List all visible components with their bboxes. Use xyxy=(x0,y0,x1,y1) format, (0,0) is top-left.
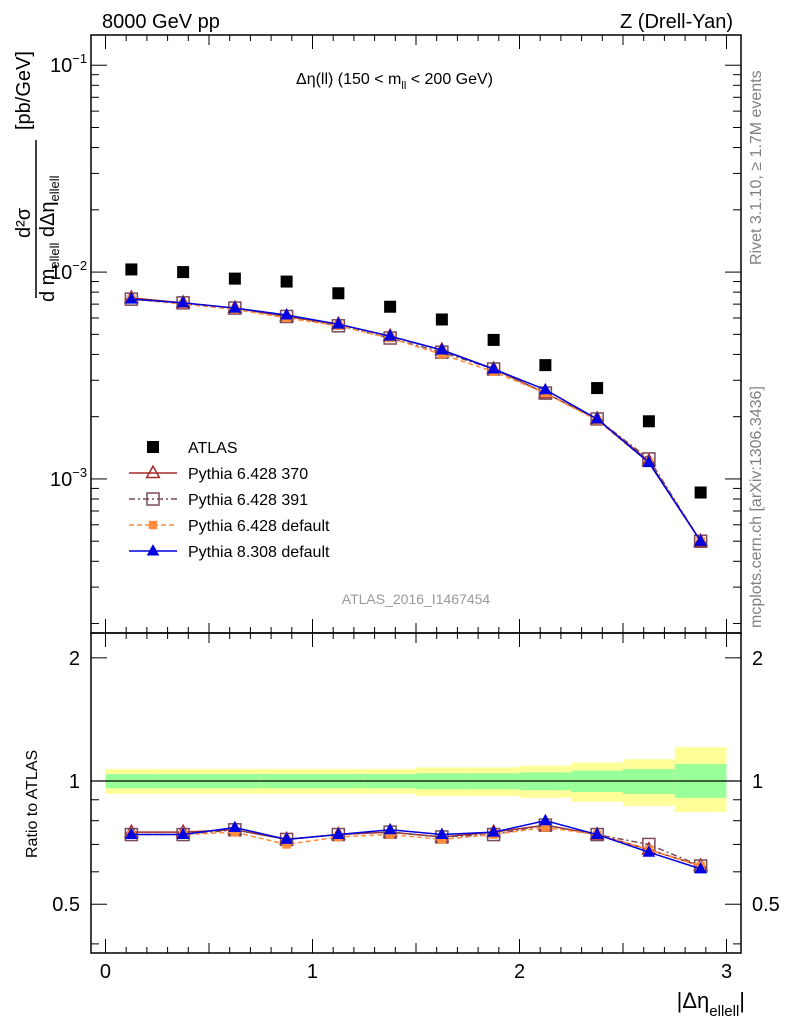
ratio-point-4 xyxy=(539,813,552,826)
svg-text:d mellell dΔηellell: d mellell dΔηellell xyxy=(37,175,62,302)
legend-marker-0 xyxy=(147,441,159,453)
ratio-point-4 xyxy=(125,827,138,840)
atlas-point xyxy=(384,300,397,313)
mc-point-4 xyxy=(694,534,707,546)
ratio-point-3 xyxy=(230,827,240,837)
ratio-uncertainty-bands xyxy=(91,747,741,813)
atlas-point xyxy=(487,333,500,346)
ratio-point-4 xyxy=(280,832,293,844)
atlas-point xyxy=(228,272,241,285)
legend-label-3: Pythia 6.428 default xyxy=(188,518,330,535)
y-tick-exp: −3 xyxy=(72,465,87,480)
mc-point-4 xyxy=(383,329,397,341)
y-tick-label: 10−3 xyxy=(50,465,87,491)
ratio-y-tick-label: 1 xyxy=(69,771,80,793)
atlas-point xyxy=(125,263,138,276)
ratio-y-tick-label-right: 1 xyxy=(752,771,763,793)
ratio-point-3 xyxy=(385,830,395,839)
svg-text:d²σ: d²σ xyxy=(13,207,35,238)
legend-label-1: Pythia 6.428 370 xyxy=(188,466,308,483)
mc-point-4 xyxy=(176,295,190,308)
ratio-point-4 xyxy=(694,861,707,874)
ratio-y-tick-label: 2 xyxy=(69,648,80,670)
svg-text:[pb/GeV]: [pb/GeV] xyxy=(13,51,35,130)
atlas-point xyxy=(539,359,552,372)
rivet-label: Rivet 3.1.10, ≥ 1.7M events xyxy=(748,70,765,265)
atlas-point xyxy=(435,313,448,326)
mc-point-4 xyxy=(590,412,604,424)
legend: ATLAS Pythia 6.428 370 Pythia 6.428 391 Pyt… xyxy=(129,440,330,561)
atlas-point xyxy=(642,415,655,428)
y-tick-base: 10 xyxy=(50,262,72,284)
ratio-point-3 xyxy=(437,835,447,844)
ratio-point-3 xyxy=(282,840,291,849)
ratio-point-3 xyxy=(541,823,550,832)
mc-point-4 xyxy=(487,362,500,374)
legend-label-0: ATLAS xyxy=(188,440,238,457)
y-tick-base: 10 xyxy=(50,469,72,491)
y-tick-exp: −1 xyxy=(72,51,87,66)
y-tick-exp: −2 xyxy=(72,258,87,273)
mc-point-4 xyxy=(435,343,449,355)
plot-title: Δη(ll) (150 < mll < 200 GeV) xyxy=(296,71,493,92)
legend-label-4: Pythia 8.308 default xyxy=(188,544,330,561)
atlas-point xyxy=(591,382,604,395)
analysis-watermark: ATLAS_2016_I1467454 xyxy=(342,591,491,607)
mc-point-4 xyxy=(642,455,656,468)
ratio-point-4 xyxy=(487,825,500,837)
ratio-y-tick-label-right: 0.5 xyxy=(752,894,780,916)
ratio-line-3 xyxy=(131,826,701,867)
mc-point-4 xyxy=(125,292,138,304)
ratio-point-4 xyxy=(228,820,242,832)
ratio-y-tick-label: 0.5 xyxy=(52,894,80,916)
y-axis-label: [pb/GeV] d²σ d mellell dΔηellell xyxy=(13,51,62,302)
ratio-line-2 xyxy=(131,824,701,867)
header-left: 8000 GeV pp xyxy=(102,11,220,33)
atlas-point xyxy=(280,275,293,288)
axes: 0 1 2 310−110−210−32 21 10.5 0.5 xyxy=(50,34,780,983)
atlas-point xyxy=(177,266,190,279)
x-tick-label: 1 xyxy=(307,961,318,983)
x-tick-label: 2 xyxy=(514,961,525,983)
legend-marker-4 xyxy=(146,544,160,556)
ratio-point-4 xyxy=(590,827,604,840)
legend-marker-3 xyxy=(148,520,158,530)
ratio-point-4 xyxy=(435,827,449,840)
ratio-line-4 xyxy=(131,819,701,870)
ratio-point-4 xyxy=(383,822,397,835)
y-tick-base: 10 xyxy=(50,55,72,77)
data-marks xyxy=(123,263,709,874)
y-tick-label: 10−1 xyxy=(50,51,87,77)
x-axis-label: |Δηellell| xyxy=(677,988,745,1020)
mc-point-4 xyxy=(228,301,242,313)
header-right: Z (Drell-Yan) xyxy=(620,11,733,33)
legend-marker-2 xyxy=(146,492,160,506)
x-tick-label: 0 xyxy=(100,961,111,983)
legend-label-2: Pythia 6.428 391 xyxy=(188,492,308,509)
y-tick-label: 10−2 xyxy=(50,258,87,284)
ratio-y-tick-label-right: 2 xyxy=(752,648,763,670)
ratio-point-4 xyxy=(332,827,345,840)
atlas-point xyxy=(332,287,345,300)
mc-point-4 xyxy=(280,308,293,320)
series-line-4 xyxy=(131,298,702,542)
ratio-y-label: Ratio to ATLAS xyxy=(24,750,41,858)
legend-marker-1 xyxy=(145,464,161,479)
mc-point-4 xyxy=(539,382,552,395)
series-line-3 xyxy=(131,298,702,542)
atlas-point xyxy=(694,486,707,499)
ratio-point-4 xyxy=(176,827,190,840)
x-tick-label: 3 xyxy=(721,961,732,983)
mc-point-4 xyxy=(332,317,345,329)
ratio-point-4 xyxy=(642,845,656,857)
mcplots-label: mcplots.cern.ch [arXiv:1306.3436] xyxy=(748,386,765,628)
